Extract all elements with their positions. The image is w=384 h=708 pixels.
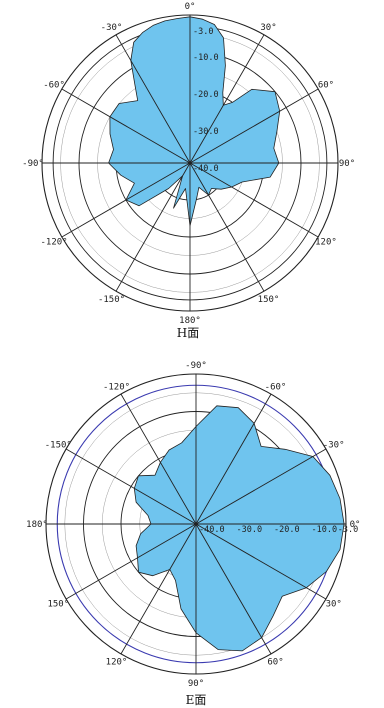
e-spoke <box>195 393 272 525</box>
h-radial-label: -10.0 <box>193 53 219 63</box>
h-caption: H面 <box>177 326 199 340</box>
e-spoke <box>65 523 197 600</box>
h-plane-polar-chart: 0° 30° 60° 90° 120° 150° 180° -150° -120° -90° -60… <box>22 2 355 340</box>
h-angle-label: 30° <box>260 23 276 33</box>
e-radial-labels: -3.0-10.0 -20.0 -30.0 -40.0 <box>199 525 358 535</box>
e-spoke <box>120 393 197 525</box>
e-angle-label: 60° <box>267 658 283 668</box>
e-angle-label: -150° <box>45 441 72 451</box>
e-angle-labels: -90° -60° -30° 0° 30° 60° 90° 120° 150° 180° -150°… <box>26 361 360 689</box>
e-angle-label: -60° <box>265 382 287 392</box>
h-spoke <box>61 162 191 238</box>
h-angle-label: 0° <box>185 2 196 12</box>
e-angle-label: 150° <box>47 600 69 610</box>
h-radial-label: -20.0 <box>193 90 219 100</box>
e-angle-label: -120° <box>103 382 130 392</box>
e-spoke <box>195 448 327 525</box>
e-spoke <box>65 448 197 525</box>
e-radial-label: -40.0 <box>199 525 225 535</box>
e-radial-label: -30.0 <box>237 525 263 535</box>
h-angle-label: 150° <box>258 295 280 305</box>
e-angle-label: 120° <box>106 658 128 668</box>
h-radial-label: -3.0 <box>193 27 213 37</box>
h-radial-label: -40.0 <box>193 164 219 174</box>
e-angle-label: -90° <box>185 361 207 371</box>
h-angle-label: 60° <box>318 81 334 91</box>
e-angle-label: 30° <box>326 600 342 610</box>
h-radial-labels: -3.0 -10.0 -20.0 -30.0 -40.0 <box>193 27 219 174</box>
h-radial-label: -30.0 <box>193 127 219 137</box>
e-radial-label: -20.0 <box>274 525 300 535</box>
e-angle-label: 0° <box>350 520 361 530</box>
h-angle-label: 90° <box>339 159 355 169</box>
h-angle-label: -150° <box>98 295 125 305</box>
e-radial-label: -10.0 <box>312 525 338 535</box>
h-spoke <box>61 88 191 164</box>
h-spokes <box>42 15 338 311</box>
h-spoke <box>189 88 319 164</box>
h-pattern-area <box>108 16 281 227</box>
e-plane-polar-chart: -90° -60° -30° 0° 30° 60° 90° 120° 150° 180° -150°… <box>26 361 360 707</box>
h-angle-label: 180° <box>179 316 201 326</box>
h-angle-label: -90° <box>22 159 44 169</box>
h-angle-label: -60° <box>43 81 65 91</box>
h-spoke <box>189 162 265 292</box>
h-angle-labels: 0° 30° 60° 90° 120° 150° 180° -150° -120° -90° -60… <box>22 2 355 326</box>
e-spoke <box>120 523 197 655</box>
e-spoke <box>195 523 272 655</box>
e-angle-label: 180° <box>26 520 48 530</box>
h-angle-label: -120° <box>40 238 67 248</box>
e-spokes <box>46 374 346 674</box>
e-angle-label: -30° <box>323 441 345 451</box>
e-spoke <box>195 523 327 600</box>
h-spoke <box>115 34 191 164</box>
h-spoke <box>115 162 191 292</box>
h-spoke <box>189 162 319 238</box>
h-angle-label: -30° <box>101 23 123 33</box>
e-angle-label: 90° <box>188 679 204 689</box>
h-spoke <box>189 34 265 164</box>
h-angle-label: 120° <box>315 238 337 248</box>
e-radial-label: -3.0 <box>338 525 358 535</box>
e-caption: E面 <box>186 693 207 707</box>
